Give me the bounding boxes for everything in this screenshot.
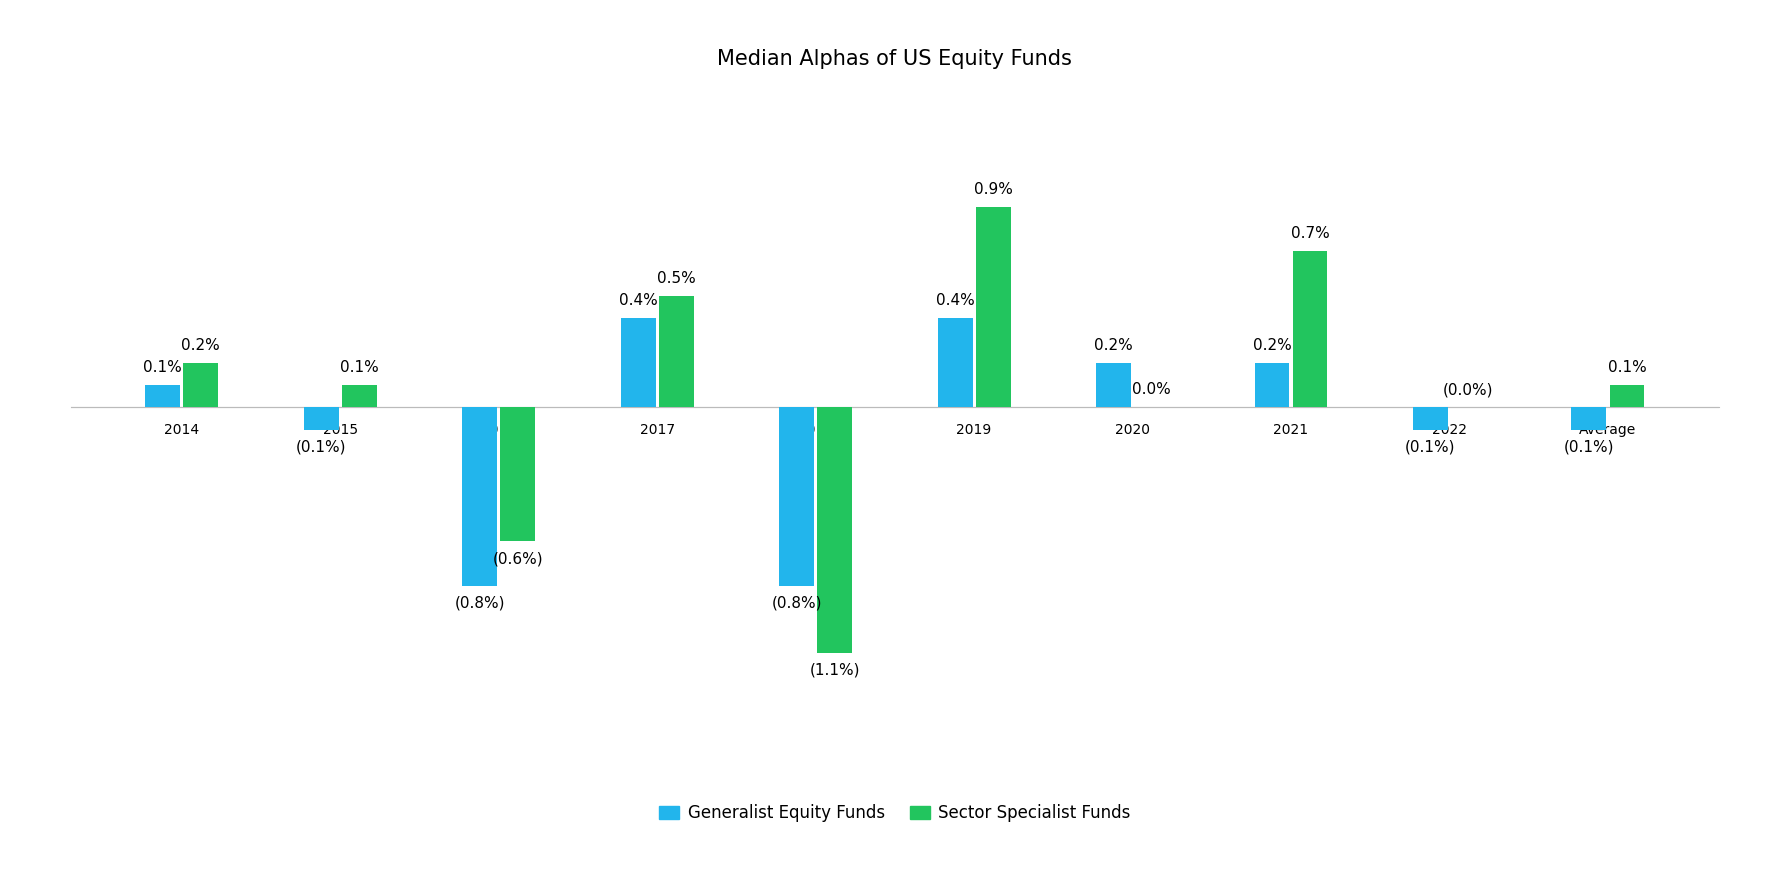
Text: 0.1%: 0.1%	[144, 360, 183, 375]
Text: (0.8%): (0.8%)	[454, 596, 505, 610]
Text: 0.2%: 0.2%	[1253, 338, 1292, 353]
Bar	[500, 408, 535, 541]
Bar	[817, 408, 852, 653]
Bar	[342, 385, 377, 408]
Bar	[1292, 252, 1327, 408]
Text: (0.8%): (0.8%)	[771, 596, 822, 610]
Bar	[1255, 362, 1290, 408]
Legend: Generalist Equity Funds, Sector Specialist Funds: Generalist Equity Funds, Sector Speciali…	[652, 797, 1138, 828]
Text: 0.4%: 0.4%	[936, 293, 975, 308]
Bar	[462, 408, 498, 586]
Text: (0.6%): (0.6%)	[493, 551, 542, 566]
Bar	[1609, 385, 1644, 408]
Text: 0.2%: 0.2%	[181, 338, 220, 353]
Bar	[620, 318, 656, 408]
Bar	[1572, 408, 1607, 430]
Bar	[183, 362, 218, 408]
Text: 0.1%: 0.1%	[340, 360, 379, 375]
Bar	[659, 296, 693, 408]
Text: (1.1%): (1.1%)	[810, 663, 859, 678]
Bar	[1097, 362, 1131, 408]
Text: 0.5%: 0.5%	[657, 271, 696, 286]
Bar	[976, 206, 1010, 408]
Title: Median Alphas of US Equity Funds: Median Alphas of US Equity Funds	[718, 49, 1072, 68]
Text: 0.7%: 0.7%	[1290, 226, 1329, 241]
Text: 0.9%: 0.9%	[973, 182, 1012, 197]
Text: 0.0%: 0.0%	[1132, 383, 1171, 397]
Text: 0.4%: 0.4%	[618, 293, 657, 308]
Text: (0.1%): (0.1%)	[1405, 439, 1455, 455]
Text: 0.2%: 0.2%	[1093, 338, 1132, 353]
Text: (0.1%): (0.1%)	[296, 439, 347, 455]
Bar	[780, 408, 813, 586]
Bar	[303, 408, 338, 430]
Text: (0.1%): (0.1%)	[1563, 439, 1614, 455]
Bar	[1412, 408, 1448, 430]
Bar	[145, 385, 181, 408]
Bar	[937, 318, 973, 408]
Text: (0.0%): (0.0%)	[1442, 383, 1494, 397]
Text: 0.1%: 0.1%	[1607, 360, 1646, 375]
